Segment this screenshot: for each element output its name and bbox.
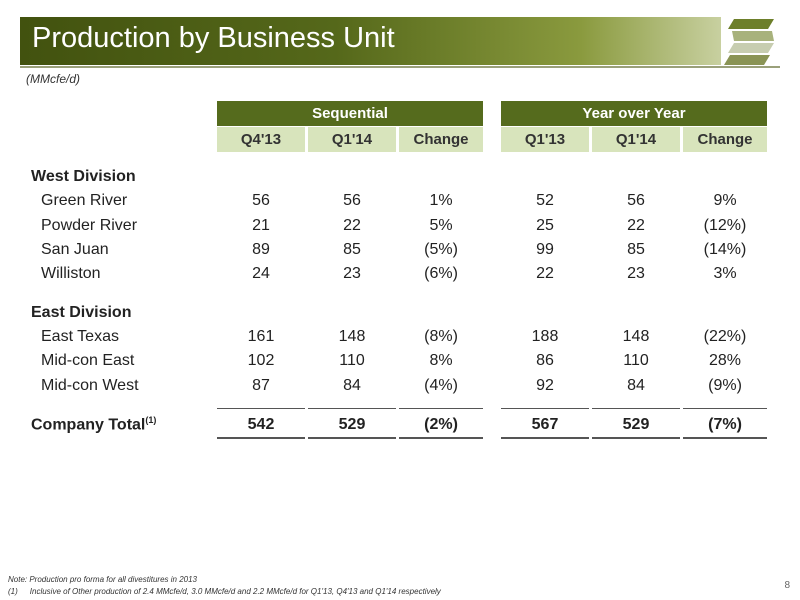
total-cell: 542: [247, 416, 275, 433]
total-top-rule: [501, 408, 589, 409]
title-divider: [20, 66, 780, 68]
table-cell: 85: [343, 241, 361, 258]
row-label: Mid-con East: [41, 352, 135, 369]
total-bottom-rule: [308, 437, 396, 439]
total-bottom-rule: [592, 437, 680, 439]
table-cell: 188: [531, 328, 559, 345]
company-total-label: Company Total(1): [31, 415, 157, 434]
table-cell: 24: [252, 265, 270, 282]
table-cell: 92: [536, 377, 554, 394]
west-division-label: West Division: [31, 168, 136, 185]
table-cell: 148: [622, 328, 650, 345]
table-cell: 86: [536, 352, 554, 369]
table-cell: 84: [627, 377, 645, 394]
total-cell: 529: [622, 416, 650, 433]
title-bar: Production by Business Unit: [20, 17, 721, 65]
row-label: Mid-con West: [41, 377, 139, 394]
total-top-rule: [592, 408, 680, 409]
page-number: 8: [784, 580, 790, 591]
table-cell: 89: [252, 241, 270, 258]
table-cell: 23: [343, 265, 361, 282]
table-cell: 21: [252, 217, 270, 234]
row-label: San Juan: [41, 241, 109, 258]
total-top-rule: [217, 408, 305, 409]
column-header: Q4'13: [217, 127, 305, 152]
unit-label: (MMcfe/d): [26, 72, 80, 86]
footer-note: Note: Production pro forma for all dives…: [8, 575, 197, 584]
row-label: East Texas: [41, 328, 119, 345]
table-cell: 52: [536, 192, 554, 209]
column-header: Q1'14: [592, 127, 680, 152]
total-cell: (7%): [708, 416, 742, 433]
table-cell: 56: [343, 192, 361, 209]
table-cell: 5%: [429, 217, 453, 234]
table-cell: 22: [627, 217, 645, 234]
table-cell: 102: [247, 352, 275, 369]
table-cell: 87: [252, 377, 270, 394]
table-cell: 8%: [429, 352, 453, 369]
table-cell: 23: [627, 265, 645, 282]
table-cell: 9%: [713, 192, 737, 209]
table-cell: (9%): [708, 377, 742, 394]
column-header: Change: [683, 127, 767, 152]
table-cell: 110: [623, 352, 649, 369]
footnote: (1) Inclusive of Other production of 2.4 …: [8, 587, 441, 596]
total-bottom-rule: [501, 437, 589, 439]
table-cell: 99: [536, 241, 554, 258]
total-top-rule: [399, 408, 483, 409]
row-label: Williston: [41, 265, 101, 282]
table-cell: 22: [536, 265, 554, 282]
total-cell: (2%): [424, 416, 458, 433]
table-cell: (4%): [424, 377, 458, 394]
column-header: Change: [399, 127, 483, 152]
table-cell: (22%): [703, 328, 747, 345]
table-cell: 56: [252, 192, 270, 209]
column-header: Q1'13: [501, 127, 589, 152]
table-cell: (8%): [424, 328, 458, 345]
year-over-year-header: Year over Year: [501, 101, 767, 126]
east-division-label: East Division: [31, 304, 132, 321]
company-logo-icon: [724, 19, 774, 65]
total-bottom-rule: [217, 437, 305, 439]
row-label: Powder River: [41, 217, 138, 234]
total-cell: 567: [531, 416, 559, 433]
table-cell: 22: [343, 217, 361, 234]
total-bottom-rule: [399, 437, 483, 439]
table-cell: 161: [247, 328, 275, 345]
table-cell: 85: [627, 241, 645, 258]
table-cell: (14%): [703, 241, 747, 258]
table-cell: (5%): [424, 241, 458, 258]
table-cell: 3%: [713, 265, 737, 282]
footnote-text: Inclusive of Other production of 2.4 MMc…: [29, 587, 441, 596]
sequential-header: Sequential: [217, 101, 483, 126]
column-header: Q1'14: [308, 127, 396, 152]
table-cell: 1%: [429, 192, 453, 209]
table-cell: 56: [627, 192, 645, 209]
footnote-marker: (1): [8, 587, 18, 596]
table-cell: 110: [339, 352, 365, 369]
table-cell: 148: [338, 328, 366, 345]
total-bottom-rule: [683, 437, 767, 439]
total-cell: 529: [338, 416, 366, 433]
table-cell: 28%: [708, 352, 742, 369]
footnote-ref: (1): [145, 415, 157, 425]
table-cell: (6%): [424, 265, 458, 282]
row-label: Green River: [41, 192, 128, 209]
table-cell: 84: [343, 377, 361, 394]
total-top-rule: [308, 408, 396, 409]
total-top-rule: [683, 408, 767, 409]
table-cell: (12%): [703, 217, 747, 234]
table-cell: 25: [536, 217, 554, 234]
page-title: Production by Business Unit: [32, 22, 395, 54]
